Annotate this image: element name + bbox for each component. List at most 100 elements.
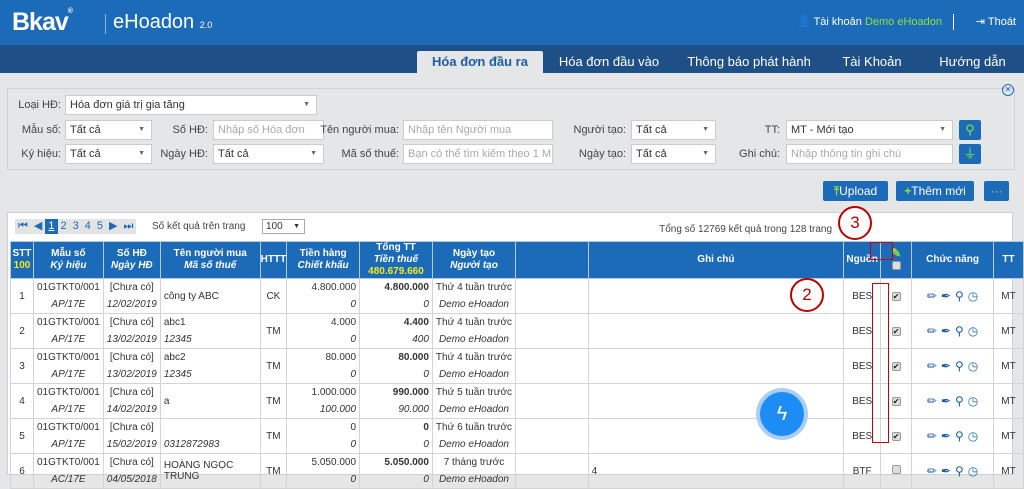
cell-ngay-tao: Thứ 4 tuần trước Demo eHoadon <box>431 348 517 384</box>
history-icon[interactable]: ◷ <box>967 359 979 373</box>
per-page-select[interactable]: 100 ▼ <box>262 219 305 234</box>
cell-line: 01GTKT0/001 <box>36 352 100 363</box>
cell-httt: TM <box>259 453 288 489</box>
table-row[interactable]: 6 01GTKT0/001 AC/17E [Chưa có] 04/05/2018 … <box>10 453 1024 489</box>
table-row[interactable]: 4 01GTKT0/001 AP/17E [Chưa có] 14/02/2019 … <box>10 383 1024 419</box>
upload-button[interactable]: ⤒Upload <box>823 181 888 201</box>
cell-ten: abc2 12345 <box>159 348 261 384</box>
row-checkbox[interactable]: ✔ <box>891 396 901 406</box>
cell-ten: abc1 12345 <box>159 313 261 349</box>
cell-blank <box>515 348 589 384</box>
sign-icon[interactable]: ✒ <box>940 429 951 443</box>
ten-nguoi-mua-input[interactable]: Nhập tên Người mua <box>403 120 553 140</box>
cell-so-hd: [Chưa có] 14/02/2019 <box>102 383 161 419</box>
edit-icon[interactable]: ✏ <box>926 394 937 408</box>
cell-ghi-chu[interactable] <box>587 383 845 419</box>
tab-account[interactable]: Tài Khoản <box>842 54 902 69</box>
loai-hd-select[interactable]: Hóa đơn giá trị gia tăng ▼ <box>65 95 317 115</box>
sign-icon[interactable]: ✒ <box>940 359 951 373</box>
view-icon[interactable]: ⚲ <box>954 359 964 373</box>
prev-page-icon[interactable]: ◀ <box>33 220 43 232</box>
bkav-logo[interactable]: Bkav® <box>12 8 73 36</box>
sign-icon[interactable]: ✒ <box>940 324 951 338</box>
cell-line: Demo eHoadon <box>438 369 509 380</box>
tab-output-invoices[interactable]: Hóa đơn đầu ra <box>417 51 543 73</box>
close-filter-icon[interactable]: ✕ <box>1002 84 1014 96</box>
table-row[interactable]: 1 01GTKT0/001 AP/17E [Chưa có] 12/02/2019 … <box>10 278 1024 314</box>
chevron-down-icon: ▼ <box>303 101 310 108</box>
cell-stt: 5 <box>10 418 34 454</box>
ngay-tao-select[interactable]: Tất cả ▼ <box>631 144 716 164</box>
row-checkbox[interactable]: ✔ <box>891 361 901 371</box>
history-icon[interactable]: ◷ <box>967 429 979 443</box>
ghi-chu-input[interactable]: Nhập thông tin ghi chú <box>786 144 953 164</box>
account-user[interactable]: Demo eHoadon <box>864 16 942 28</box>
page-2[interactable]: 2 <box>60 220 67 232</box>
edit-icon[interactable]: ✏ <box>926 289 937 303</box>
add-new-button[interactable]: +Thêm mới <box>896 181 974 201</box>
row-checkbox[interactable]: ✔ <box>891 326 901 336</box>
cell-line: 80.000 <box>398 352 429 363</box>
view-icon[interactable]: ⚲ <box>954 394 964 408</box>
sign-icon[interactable]: ✒ <box>940 289 951 303</box>
messenger-chat-button[interactable]: ϟ <box>760 392 804 436</box>
first-page-icon[interactable]: ⏮ <box>18 220 28 232</box>
select-all-checkbox[interactable] <box>891 260 901 270</box>
cell-ghi-chu[interactable] <box>587 418 845 454</box>
mau-so-select[interactable]: Tất cả ▼ <box>65 120 152 140</box>
history-icon[interactable]: ◷ <box>967 394 979 408</box>
edit-icon[interactable]: ✏ <box>926 464 937 478</box>
app-name: eHoadon 2.0 <box>113 11 212 34</box>
ngay-hd-select[interactable]: Tất cả ▼ <box>213 144 324 164</box>
history-icon[interactable]: ◷ <box>967 464 979 478</box>
page-4[interactable]: 4 <box>84 220 91 232</box>
cell-ghi-chu[interactable]: 4 <box>587 453 845 489</box>
tab-guide[interactable]: Hướng dẫn <box>939 54 1006 69</box>
row-checkbox[interactable] <box>891 465 901 474</box>
cell-ghi-chu[interactable] <box>587 348 845 384</box>
history-icon[interactable]: ◷ <box>967 289 979 303</box>
page-3[interactable]: 3 <box>72 220 79 232</box>
tt-select[interactable]: MT - Mới tạo ▼ <box>786 120 953 140</box>
view-icon[interactable]: ⚲ <box>954 464 964 478</box>
tab-input-invoices[interactable]: Hóa đơn đầu vào <box>558 54 660 69</box>
cell-stt: 6 <box>10 453 34 489</box>
filter-button[interactable]: ⏚ <box>959 144 981 164</box>
view-icon[interactable]: ⚲ <box>954 324 964 338</box>
so-hd-input[interactable]: Nhập số Hóa đơn <box>213 120 324 140</box>
row-checkbox[interactable]: ✔ <box>891 291 901 301</box>
cell-blank <box>515 418 589 454</box>
account-link[interactable]: 👤 Tài khoản Demo eHoadon <box>797 15 942 28</box>
view-icon[interactable]: ⚲ <box>954 289 964 303</box>
edit-icon[interactable]: ✏ <box>926 429 937 443</box>
edit-icon[interactable]: ✏ <box>926 324 937 338</box>
history-icon[interactable]: ◷ <box>967 324 979 338</box>
cell-httt: CK <box>259 278 288 314</box>
edit-icon[interactable]: ✏ <box>926 359 937 373</box>
view-icon[interactable]: ⚲ <box>954 429 964 443</box>
next-page-icon[interactable]: ▶ <box>109 220 118 232</box>
table-row[interactable]: 3 01GTKT0/001 AP/17E [Chưa có] 13/02/2019 … <box>10 348 1024 384</box>
cell-line: Demo eHoadon <box>438 439 509 450</box>
sign-icon[interactable]: ✒ <box>940 464 951 478</box>
ky-hieu-select[interactable]: Tất cả ▼ <box>65 144 152 164</box>
sign-icon[interactable]: ✒ <box>940 394 951 408</box>
chevron-down-icon: ▼ <box>702 126 709 133</box>
last-page-icon[interactable]: ⏭ <box>123 220 134 232</box>
nguoi-tao-select[interactable]: Tất cả ▼ <box>631 120 716 140</box>
logout-icon: ⇥ <box>975 16 985 28</box>
cell-line: công ty ABC <box>163 290 219 302</box>
tab-issuance-notice[interactable]: Thông báo phát hành <box>687 54 811 69</box>
page-5[interactable]: 5 <box>96 220 103 232</box>
page-1[interactable]: 1 <box>45 219 58 234</box>
ten-nguoi-mua-label: Tên người mua: <box>320 124 399 136</box>
logout-button[interactable]: ⇥ Thoát <box>976 15 1016 28</box>
cell-ghi-chu[interactable] <box>587 313 845 349</box>
cell-line: HOÀNG NGỌC TRUNG <box>163 460 234 482</box>
row-checkbox[interactable]: ✔ <box>891 431 901 441</box>
cell-tien-hang: 4.800.000 0 <box>286 278 361 314</box>
ma-so-thue-input[interactable]: Bạn có thể tìm kiếm theo 1 M <box>403 144 553 164</box>
more-button[interactable]: ··· <box>984 181 1009 201</box>
sign-pen-icon[interactable]: ✎ <box>891 245 902 260</box>
search-button[interactable]: ⚲ <box>959 120 981 140</box>
